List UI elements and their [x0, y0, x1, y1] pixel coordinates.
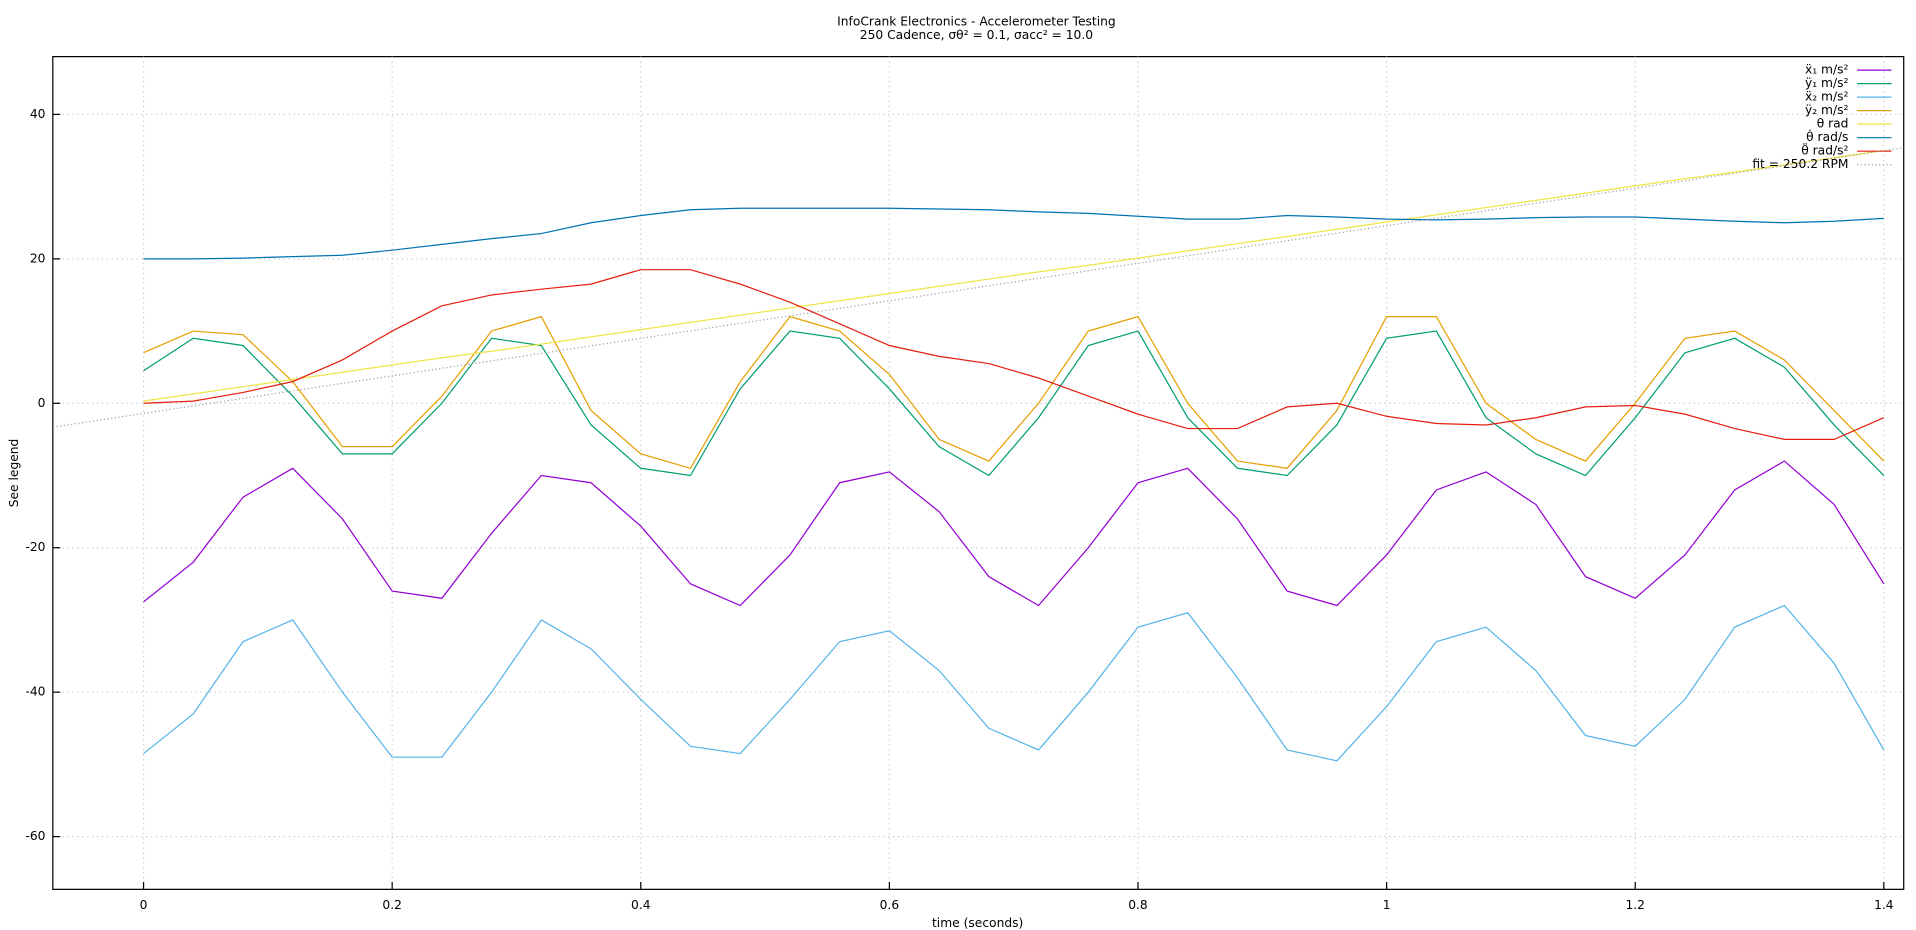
legend-label: fit = 250.2 RPM	[1752, 157, 1848, 171]
x-axis-label: time (seconds)	[932, 916, 1023, 930]
series-line	[52, 147, 1904, 428]
x-tick-label: 0.8	[1128, 898, 1148, 912]
x-tick-label: 1	[1383, 898, 1391, 912]
series-line	[143, 149, 1884, 402]
x-tick-label: 0.4	[631, 898, 651, 912]
legend-label: ÿ₂ m/s²	[1805, 103, 1849, 117]
x-tick-label: 1.2	[1625, 898, 1645, 912]
series-line	[143, 207, 1884, 260]
legend-label: θ rad	[1817, 117, 1849, 131]
series-line	[143, 330, 1885, 477]
y-tick-label: -20	[25, 540, 45, 554]
x-tick-label: 1.4	[1874, 898, 1894, 912]
y-tick-label: -40	[25, 685, 45, 699]
plot-frame	[52, 56, 1905, 890]
x-tick-label: 0.6	[880, 898, 900, 912]
series-line	[143, 604, 1885, 762]
y-tick-label: -60	[25, 829, 45, 843]
x-tick-label: 0.2	[382, 898, 402, 912]
x-tick-label: 0	[140, 898, 148, 912]
series-line	[143, 315, 1885, 470]
legend-label: ÿ₁ m/s²	[1805, 76, 1849, 90]
y-axis-label: See legend	[7, 439, 21, 508]
series-line	[143, 460, 1885, 607]
y-tick-label: 20	[30, 251, 46, 265]
legend-label: θ̈ rad/s²	[1801, 142, 1848, 157]
chart-title: InfoCrank Electronics - Accelerometer Te…	[837, 15, 1116, 29]
y-tick-label: 40	[30, 107, 46, 121]
legend-label: θ̇ rad/s	[1806, 129, 1848, 144]
series-line	[143, 269, 1885, 441]
legend-label: ẍ₂ m/s²	[1805, 90, 1849, 104]
chart-subtitle: 250 Cadence, σθ² = 0.1, σacc² = 10.0	[860, 28, 1093, 42]
legend-label: ẍ₁ m/s²	[1805, 63, 1849, 77]
y-tick-label: 0	[38, 396, 46, 410]
